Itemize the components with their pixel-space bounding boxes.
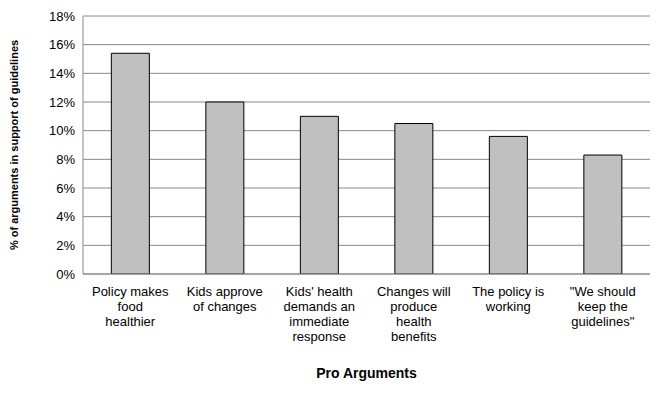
svg-text:0%: 0% — [56, 267, 75, 282]
svg-text:Changes willproducehealthbenef: Changes willproducehealthbenefits — [377, 284, 451, 344]
svg-text:8%: 8% — [56, 152, 75, 167]
svg-text:4%: 4% — [56, 209, 75, 224]
svg-text:Kids' healthdemands animmediat: Kids' healthdemands animmediateresponse — [283, 284, 355, 344]
svg-text:Kids approveof changes: Kids approveof changes — [187, 284, 263, 314]
svg-text:2%: 2% — [56, 238, 75, 253]
svg-text:14%: 14% — [49, 66, 75, 81]
svg-text:16%: 16% — [49, 37, 75, 52]
svg-text:6%: 6% — [56, 181, 75, 196]
svg-text:18%: 18% — [49, 9, 75, 24]
svg-text:Pro Arguments: Pro Arguments — [316, 365, 417, 381]
svg-text:Policy makesfoodhealthier: Policy makesfoodhealthier — [92, 284, 169, 329]
svg-text:The policy isworking: The policy isworking — [472, 284, 545, 314]
svg-text:% of arguments in support of g: % of arguments in support of guidelines — [8, 40, 20, 250]
svg-text:10%: 10% — [49, 123, 75, 138]
svg-text:12%: 12% — [49, 95, 75, 110]
svg-text:"We shouldkeep theguidelines": "We shouldkeep theguidelines" — [570, 284, 636, 329]
